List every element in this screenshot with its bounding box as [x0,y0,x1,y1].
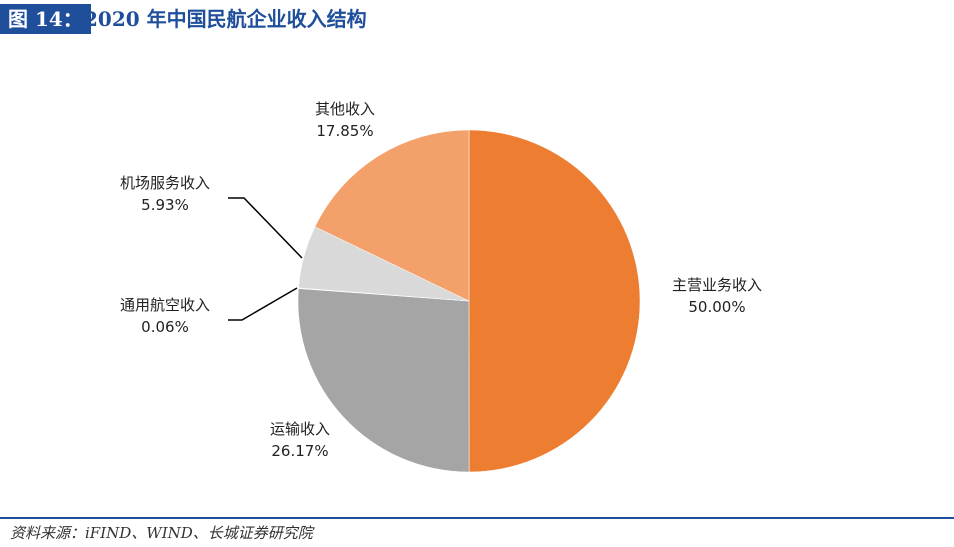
chart-title: 2020 年中国民航企业收入结构 [84,7,367,31]
value-label: 17.85% [316,122,373,140]
pie-slice [468,129,641,473]
pie-slice [314,129,470,302]
slice-label: 通用航空收入 [120,296,210,314]
value-label: 0.06% [141,318,189,336]
pie-slice [297,288,470,473]
source: 资料来源：iFIND、WIND、长城证券研究院 [10,524,313,542]
leader-line [228,197,303,259]
value-label: 5.93% [141,196,189,214]
leader-line [228,287,298,321]
rule [0,517,954,519]
slice-label: 运输收入 [270,420,330,438]
value-label: 26.17% [271,442,328,460]
chart: 主营业务收入 50.00% 运输收入 26.17% 通用航空收入 0.06% 机场服务收入 5… [120,100,762,473]
slice-label: 机场服务收入 [120,174,210,192]
figure-label: 图 14： [0,4,91,34]
slice-label: 其他收入 [315,100,375,118]
slice-label: 主营业务收入 [672,276,762,294]
value-label: 50.00% [688,298,745,316]
